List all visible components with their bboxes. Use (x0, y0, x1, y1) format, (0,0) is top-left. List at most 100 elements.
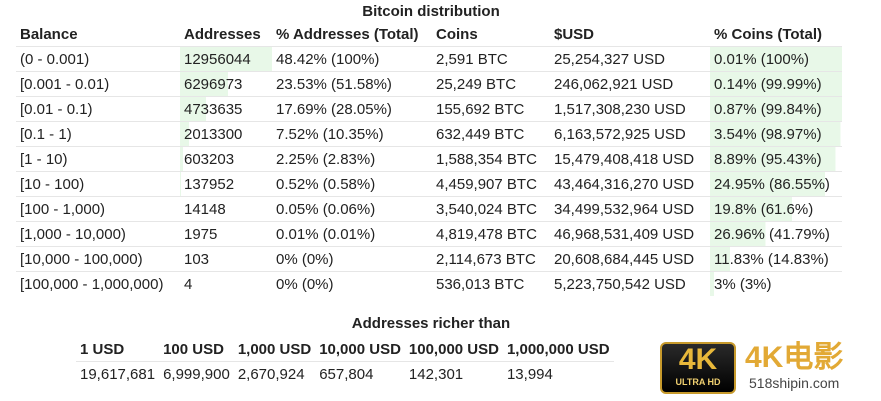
pct-addresses-cell: 0% (0%) (272, 246, 432, 272)
coins-cell: 536,013 BTC (432, 271, 550, 296)
table-row: (0 - 0.001) 12956044 48.42% (100%) 2,591 BT… (16, 46, 842, 72)
pct-addresses-cell: 0% (0%) (272, 271, 432, 296)
addresses-cell: 4733635 (180, 96, 272, 122)
pct-addresses-cell: 0.52% (0.58%) (272, 171, 432, 197)
pct-coins-cell: 0.01% (100%) (710, 46, 842, 72)
watermark-badge: 4K ULTRA HD (660, 342, 736, 394)
pct-addresses-cell: 23.53% (51.58%) (272, 71, 432, 97)
watermark-text: 4K电影 518shipin.com (745, 342, 875, 392)
richer-value-cell: 142,301 (404, 361, 503, 386)
richer-header-cell: 10,000 USD (319, 340, 401, 358)
richer-value-cell: 2,670,924 (233, 361, 316, 386)
addresses-cell: 4 (180, 271, 272, 296)
pct-coins-cell: 3.54% (98.97%) (710, 121, 842, 147)
richer-header-cell: 1 USD (80, 340, 125, 358)
pct-coins-cell: 0.87% (99.84%) (710, 96, 842, 122)
richer-value-cell: 13,994 (502, 361, 614, 386)
usd-cell: 25,254,327 USD (550, 46, 710, 72)
pct-addresses-cell: 2.25% (2.83%) (272, 146, 432, 172)
addresses-cell: 603203 (180, 146, 272, 172)
richer-value-cell: 657,804 (315, 361, 405, 386)
table-row: [100 - 1,000) 14148 0.05% (0.06%) 3,540,024… (16, 196, 842, 222)
column-header-pct-coins: % Coins (Total) (714, 25, 823, 43)
coins-cell: 1,588,354 BTC (432, 146, 550, 172)
balance-cell: [1,000 - 10,000) (16, 221, 180, 247)
pct-addresses-cell: 17.69% (28.05%) (272, 96, 432, 122)
distribution-title: Bitcoin distribution (362, 3, 500, 20)
pct-addresses-cell: 0.01% (0.01%) (272, 221, 432, 247)
column-header-coins: Coins (436, 25, 478, 43)
coins-cell: 2,114,673 BTC (432, 246, 550, 272)
richer-title: Addresses richer than (351, 315, 511, 332)
balance-cell: [10 - 100) (16, 171, 180, 197)
pct-coins-cell: 26.96% (41.79%) (710, 221, 842, 247)
table-row: [0.001 - 0.01) 6296973 23.53% (51.58%) 25,2… (16, 71, 842, 97)
coins-cell: 155,692 BTC (432, 96, 550, 122)
richer-header-cell: 1,000,000 USD (506, 340, 610, 358)
addresses-cell: 14148 (180, 196, 272, 222)
addresses-cell: 1975 (180, 221, 272, 247)
richer-value-cell: 19,617,681 (76, 361, 160, 386)
table-row: [0.1 - 1) 2013300 7.52% (10.35%) 632,449 BT… (16, 121, 842, 147)
table-row: [1,000 - 10,000) 1975 0.01% (0.01%) 4,819,4… (16, 221, 842, 247)
usd-cell: 46,968,531,409 USD (550, 221, 710, 247)
distribution-header-row: Balance Addresses % Addresses (Total) Co… (16, 22, 842, 47)
pct-coins-cell: 3% (3%) (710, 271, 842, 296)
richer-value-cell: 6,999,900 (159, 361, 234, 386)
table-row: [100,000 - 1,000,000) 4 0% (0%) 536,013 BTC… (16, 271, 842, 296)
usd-cell: 1,517,308,230 USD (550, 96, 710, 122)
pct-coins-cell: 19.8% (61.6%) (710, 196, 842, 222)
richer-header-cell: 100,000 USD (408, 340, 499, 358)
watermark-site: 518shipin.com (749, 375, 840, 391)
balance-cell: [10,000 - 100,000) (16, 246, 180, 272)
coins-cell: 25,249 BTC (432, 71, 550, 97)
pct-coins-cell: 11.83% (14.83%) (710, 246, 842, 272)
coins-cell: 2,591 BTC (432, 46, 550, 72)
coins-cell: 4,819,478 BTC (432, 221, 550, 247)
table-row: [10,000 - 100,000) 103 0% (0%) 2,114,673 BT… (16, 246, 842, 272)
richer-values-row: 19,617,681 6,999,900 2,670,924 657,804 142,3… (76, 361, 614, 386)
column-header-pct-addresses: % Addresses (Total) (276, 25, 419, 43)
watermark-brand: 4K电影 (745, 341, 844, 374)
richer-header-cell: 100 USD (163, 340, 224, 358)
addresses-cell: 137952 (180, 171, 272, 197)
watermark-badge-small: ULTRA HD (675, 377, 721, 387)
richer-header-row: 1 USD 100 USD 1,000 USD 10,000 USD 100,000 U… (76, 337, 614, 362)
table-row: [0.01 - 0.1) 4733635 17.69% (28.05%) 155,69… (16, 96, 842, 122)
richer-header-cell: 1,000 USD (237, 340, 312, 358)
addresses-cell: 2013300 (180, 121, 272, 147)
pct-coins-cell: 0.14% (99.99%) (710, 71, 842, 97)
column-header-addresses: Addresses (184, 25, 261, 43)
usd-cell: 15,479,408,418 USD (550, 146, 710, 172)
balance-cell: [0.1 - 1) (16, 121, 180, 147)
pct-addresses-cell: 0.05% (0.06%) (272, 196, 432, 222)
addresses-cell: 12956044 (180, 46, 272, 72)
usd-cell: 43,464,316,270 USD (550, 171, 710, 197)
pct-addresses-cell: 7.52% (10.35%) (272, 121, 432, 147)
usd-cell: 246,062,921 USD (550, 71, 710, 97)
balance-cell: [100,000 - 1,000,000) (16, 271, 180, 296)
addresses-cell: 103 (180, 246, 272, 272)
table-row: [1 - 10) 603203 2.25% (2.83%) 1,588,354 BTC… (16, 146, 842, 172)
addresses-cell: 6296973 (180, 71, 272, 97)
usd-cell: 20,608,684,445 USD (550, 246, 710, 272)
column-header-balance: Balance (20, 25, 78, 43)
pct-coins-cell: 24.95% (86.55%) (710, 171, 842, 197)
usd-cell: 6,163,572,925 USD (550, 121, 710, 147)
distribution-body: (0 - 0.001) 12956044 48.42% (100%) 2,591 BT… (16, 46, 842, 296)
balance-cell: [100 - 1,000) (16, 196, 180, 222)
balance-cell: [1 - 10) (16, 146, 180, 172)
coins-cell: 632,449 BTC (432, 121, 550, 147)
richer-table: 1 USD 100 USD 1,000 USD 10,000 USD 100,000 U… (76, 337, 614, 386)
watermark-badge-big: 4K (678, 343, 718, 376)
pct-addresses-cell: 48.42% (100%) (272, 46, 432, 72)
pct-coins-cell: 8.89% (95.43%) (710, 146, 842, 172)
usd-cell: 34,499,532,964 USD (550, 196, 710, 222)
balance-cell: (0 - 0.001) (16, 46, 180, 72)
balance-cell: [0.01 - 0.1) (16, 96, 180, 122)
column-header-usd: $USD (554, 25, 595, 43)
coins-cell: 4,459,907 BTC (432, 171, 550, 197)
distribution-table: Balance Addresses % Addresses (Total) Co… (16, 22, 842, 296)
coins-cell: 3,540,024 BTC (432, 196, 550, 222)
balance-cell: [0.001 - 0.01) (16, 71, 180, 97)
